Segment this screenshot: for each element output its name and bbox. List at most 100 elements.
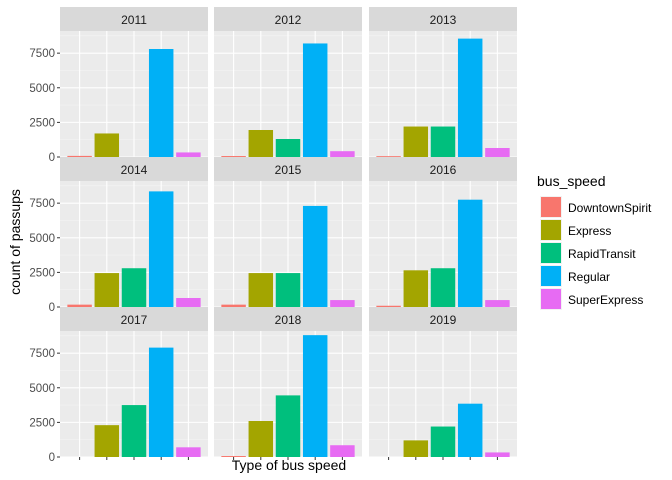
legend-item-Regular: Regular bbox=[540, 265, 610, 287]
y-tick-label: 5000 bbox=[29, 383, 55, 395]
bar-DowntownSpirit-2015 bbox=[221, 304, 246, 307]
y-tick-label: 0 bbox=[49, 152, 55, 164]
bar-SuperExpress-2016 bbox=[485, 300, 510, 307]
legend-swatch bbox=[541, 289, 561, 309]
legend: bus_speed DowntownSpirit Express RapidTran… bbox=[537, 173, 652, 310]
bar-Regular-2012 bbox=[302, 43, 328, 157]
y-tick-label: 0 bbox=[49, 302, 55, 314]
facet-strip-label: 2013 bbox=[430, 13, 457, 27]
bar-DowntownSpirit-2018 bbox=[221, 456, 246, 457]
facet-strip-label: 2015 bbox=[275, 163, 302, 177]
facet-strip-label: 2012 bbox=[275, 13, 302, 27]
facet-panel-2014: 2014 bbox=[60, 157, 208, 310]
y-tick-label: 2500 bbox=[29, 267, 55, 279]
bar-Regular-2016 bbox=[457, 199, 483, 307]
bar-Regular-2014 bbox=[148, 191, 174, 307]
bar-SuperExpress-2011 bbox=[176, 152, 201, 157]
bar-Regular-2017 bbox=[148, 347, 174, 457]
bar-Express-2011 bbox=[94, 133, 120, 157]
bar-SuperExpress-2019 bbox=[485, 452, 510, 457]
y-tick-label: 7500 bbox=[29, 48, 55, 60]
bar-SuperExpress-2015 bbox=[330, 300, 355, 307]
bar-RapidTransit-2012 bbox=[275, 139, 301, 157]
legend-item-DowntownSpirit: DowntownSpirit bbox=[540, 196, 652, 218]
legend-item-Express: Express bbox=[540, 219, 611, 241]
facet-strip bbox=[369, 7, 517, 31]
bar-Express-2016 bbox=[403, 270, 429, 307]
legend-label: Express bbox=[568, 224, 611, 238]
facet-panel-2011: 2011 bbox=[60, 7, 208, 160]
bar-Regular-2013 bbox=[457, 38, 483, 157]
y-tick-label: 5000 bbox=[29, 83, 55, 95]
bar-RapidTransit-2016 bbox=[430, 268, 456, 307]
y-tick-label: 7500 bbox=[29, 198, 55, 210]
facet-panel-2016: 2016 bbox=[369, 157, 517, 310]
facet-strip-label: 2016 bbox=[430, 163, 457, 177]
bar-SuperExpress-2018 bbox=[330, 445, 355, 457]
facet-panel-2018: 2018 bbox=[214, 307, 362, 460]
bar-DowntownSpirit-2011 bbox=[67, 155, 92, 157]
legend-swatch bbox=[541, 243, 561, 263]
bar-Express-2013 bbox=[403, 126, 429, 157]
legend-swatch bbox=[541, 266, 561, 286]
bar-Regular-2011 bbox=[148, 49, 174, 157]
bar-DowntownSpirit-2013 bbox=[376, 156, 401, 157]
bar-DowntownSpirit-2012 bbox=[221, 156, 246, 157]
bar-RapidTransit-2019 bbox=[430, 426, 456, 457]
bar-RapidTransit-2017 bbox=[121, 405, 147, 457]
legend-item-SuperExpress: SuperExpress bbox=[540, 288, 643, 310]
bar-RapidTransit-2015 bbox=[275, 273, 301, 307]
bar-RapidTransit-2013 bbox=[430, 126, 456, 157]
facet-strip bbox=[369, 307, 517, 331]
y-axis-title: count of passups bbox=[7, 189, 23, 295]
bar-SuperExpress-2014 bbox=[176, 298, 201, 307]
facet-strip bbox=[60, 157, 208, 181]
legend-label: Regular bbox=[568, 270, 610, 284]
bar-RapidTransit-2014 bbox=[121, 268, 147, 307]
legend-item-RapidTransit: RapidTransit bbox=[540, 242, 636, 264]
y-tick-label: 2500 bbox=[29, 117, 55, 129]
legend-label: SuperExpress bbox=[568, 293, 643, 307]
facet-panel-2017: 2017 bbox=[60, 307, 208, 460]
legend-label: DowntownSpirit bbox=[568, 201, 652, 215]
y-tick-label: 0 bbox=[49, 452, 55, 464]
bar-SuperExpress-2012 bbox=[330, 151, 355, 157]
x-axis-title: Type of bus speed bbox=[232, 457, 346, 473]
bar-Regular-2015 bbox=[302, 205, 328, 307]
bar-SuperExpress-2017 bbox=[176, 447, 201, 457]
bar-DowntownSpirit-2016 bbox=[376, 305, 401, 307]
facet-strip bbox=[214, 7, 362, 31]
bar-Express-2015 bbox=[248, 273, 274, 307]
facet-panels: 2011 2012 2013 2014 2015 2016 2017 2018 2019 bbox=[60, 7, 517, 460]
bar-DowntownSpirit-2014 bbox=[67, 304, 92, 307]
y-tick-label: 7500 bbox=[29, 348, 55, 360]
facet-strip bbox=[369, 157, 517, 181]
bar-SuperExpress-2013 bbox=[485, 148, 510, 157]
facet-panel-2019: 2019 bbox=[369, 307, 517, 460]
legend-swatch bbox=[541, 197, 561, 217]
facet-panel-2013: 2013 bbox=[369, 7, 517, 160]
facet-strip-label: 2018 bbox=[275, 313, 302, 327]
bar-RapidTransit-2018 bbox=[275, 395, 301, 457]
legend-swatch bbox=[541, 220, 561, 240]
bar-Express-2012 bbox=[248, 130, 274, 157]
bar-Express-2017 bbox=[94, 425, 120, 457]
bar-Regular-2019 bbox=[457, 403, 483, 457]
legend-label: RapidTransit bbox=[568, 247, 636, 261]
y-tick-label: 5000 bbox=[29, 233, 55, 245]
bar-Regular-2018 bbox=[302, 335, 328, 457]
bar-Express-2018 bbox=[248, 421, 274, 457]
y-tick-label: 2500 bbox=[29, 417, 55, 429]
legend-title: bus_speed bbox=[537, 173, 606, 189]
bar-Express-2019 bbox=[403, 440, 429, 457]
facet-strip bbox=[214, 157, 362, 181]
facet-strip-label: 2011 bbox=[121, 13, 147, 27]
facet-panel-2015: 2015 bbox=[214, 157, 362, 310]
facet-strip bbox=[60, 307, 208, 331]
bar-Express-2014 bbox=[94, 273, 120, 307]
facet-strip-label: 2014 bbox=[121, 163, 148, 177]
facet-strip-label: 2017 bbox=[121, 313, 148, 327]
facet-strip-label: 2019 bbox=[430, 313, 457, 327]
y-axis-labels: 0 2500 5000 7500 0 2500 5000 7500 0 2500 5000 7500 bbox=[29, 48, 60, 464]
